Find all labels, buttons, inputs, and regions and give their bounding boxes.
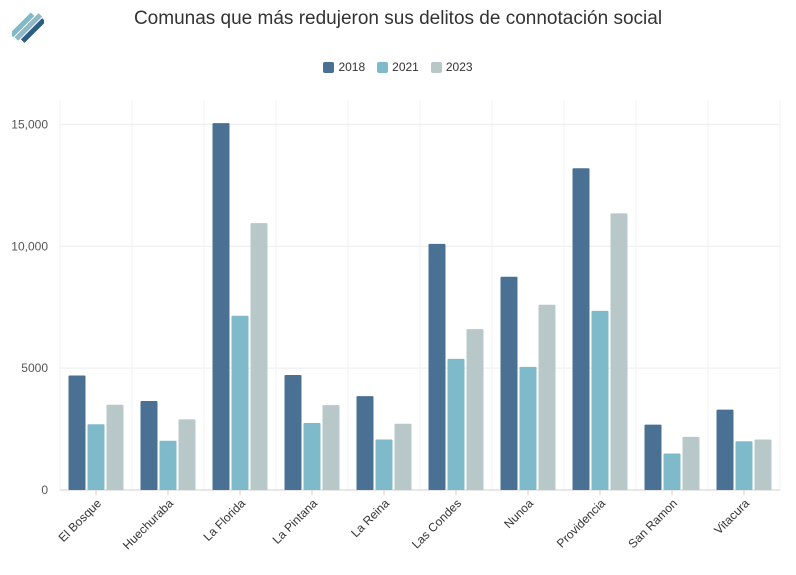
legend-swatch xyxy=(323,61,335,73)
bar-2023 xyxy=(610,213,628,490)
x-tick-label: San Ramon xyxy=(625,496,680,551)
bar-2023 xyxy=(394,423,412,490)
bar-2021 xyxy=(159,440,177,490)
bar-2021 xyxy=(87,424,105,490)
bar-2021 xyxy=(663,453,681,490)
x-tick-label: Providencia xyxy=(554,496,608,550)
bar-2023 xyxy=(178,419,196,490)
bar-2018 xyxy=(284,374,302,490)
y-tick-label: 0 xyxy=(41,483,48,497)
bar-2018 xyxy=(716,409,734,490)
legend-item-2018[interactable]: 2018 xyxy=(323,60,365,74)
x-tick-label: Nunoa xyxy=(501,496,536,531)
brand-logo xyxy=(9,12,46,44)
bar-2023 xyxy=(754,439,772,490)
x-tick-label: Vitacura xyxy=(711,496,752,537)
bar-2023 xyxy=(322,405,340,490)
legend-swatch xyxy=(430,61,442,73)
legend-item-2023[interactable]: 2023 xyxy=(430,60,473,74)
legend-item-2021[interactable]: 2021 xyxy=(377,60,419,74)
bar-2021 xyxy=(231,315,249,490)
bar-2021 xyxy=(735,441,753,490)
x-tick-label: Las Condes xyxy=(409,496,464,551)
bar-2023 xyxy=(538,304,556,490)
bar-2023 xyxy=(682,436,700,490)
chart-title: Comunas que más redujeron sus delitos de… xyxy=(133,8,663,29)
bar-2023 xyxy=(466,329,484,490)
bar-2021 xyxy=(447,358,465,490)
y-tick-label: 10,000 xyxy=(11,239,48,253)
bar-2021 xyxy=(375,439,393,490)
legend-swatch xyxy=(377,61,389,73)
x-tick-label: La Reina xyxy=(348,496,392,540)
y-tick-label: 5000 xyxy=(21,361,48,375)
bar-2021 xyxy=(591,310,609,490)
bar-2023 xyxy=(106,404,124,490)
x-tick-label: La Florida xyxy=(200,496,248,544)
chart-legend: 2018 2021 2023 xyxy=(0,60,796,74)
bar-2023 xyxy=(250,223,268,490)
bar-2018 xyxy=(356,396,374,490)
x-tick-label: La Pintana xyxy=(270,496,321,547)
legend-label: 2021 xyxy=(392,60,419,74)
legend-label: 2018 xyxy=(338,60,366,74)
bar-2018 xyxy=(644,424,662,490)
bar-2021 xyxy=(519,366,537,490)
bar-2018 xyxy=(212,123,230,490)
y-tick-label: 15,000 xyxy=(11,117,48,131)
bar-2018 xyxy=(572,168,590,490)
bar-2018 xyxy=(68,375,86,490)
bar-2018 xyxy=(500,276,518,490)
bar-2018 xyxy=(428,243,446,490)
x-tick-label: El Bosque xyxy=(56,496,105,545)
bar-2021 xyxy=(303,422,321,490)
stripes-logo-icon xyxy=(9,12,46,43)
x-tick-label: Huechuraba xyxy=(120,496,176,552)
bar-2018 xyxy=(140,401,158,490)
legend-label: 2023 xyxy=(445,60,473,74)
